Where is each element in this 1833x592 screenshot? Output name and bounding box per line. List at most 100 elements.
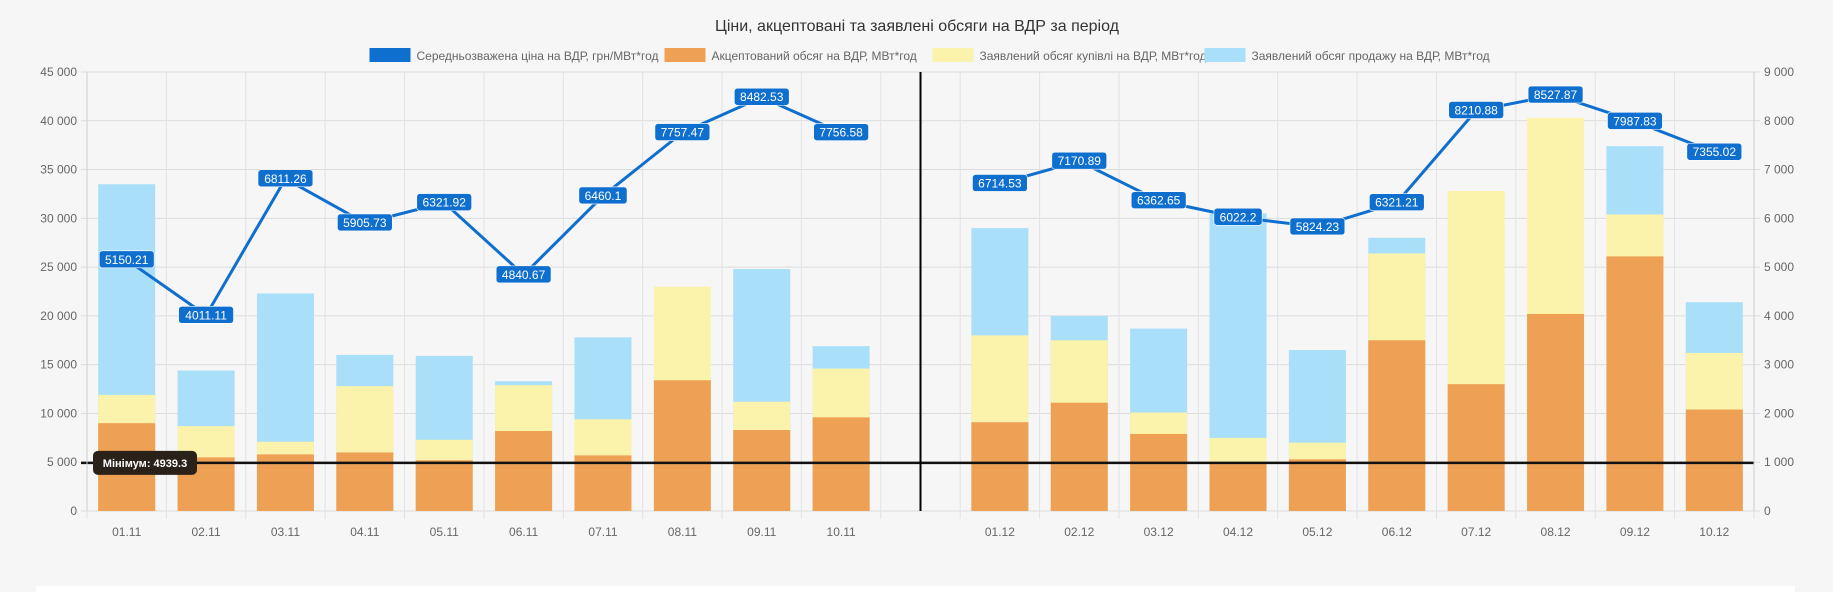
right-axis-tick-label: 9 000 — [1764, 65, 1794, 79]
x-axis-tick-label: 03.12 — [1144, 525, 1174, 539]
price-point-label: 5150.21 — [105, 253, 149, 267]
price-point-label: 7170.89 — [1058, 154, 1102, 168]
right-axis-tick-label: 3 000 — [1764, 358, 1794, 372]
left-axis-tick-label: 25 000 — [40, 260, 77, 274]
price-point-label: 7987.83 — [1613, 114, 1657, 128]
bar-accepted — [1288, 459, 1346, 511]
price-point-label: 4011.11 — [185, 308, 227, 322]
bar-accepted — [1447, 384, 1505, 511]
x-axis-tick-label: 07.11 — [588, 525, 617, 539]
bar-accepted — [733, 430, 791, 511]
price-point-label-box — [813, 123, 869, 141]
x-axis-tick-label: 02.11 — [192, 525, 221, 539]
x-axis-tick-label: 01.12 — [985, 525, 1015, 539]
right-axis-tick-label: 4 000 — [1764, 309, 1794, 323]
price-point-label-box — [733, 87, 790, 106]
price-point-label: 6714.53 — [978, 176, 1022, 190]
left-axis-tick-label: 5 000 — [47, 455, 77, 469]
left-axis-tick-label: 15 000 — [40, 358, 77, 372]
right-axis-tick-label: 5 000 — [1764, 260, 1794, 274]
price-point-label-box — [1051, 151, 1108, 170]
x-axis-tick-label: 06.12 — [1382, 525, 1412, 539]
price-point-label: 7756.58 — [819, 126, 863, 140]
chart-title: Ціни, акцептовані та заявлені обсяги на … — [715, 18, 1120, 35]
bottom-panel — [36, 586, 1795, 592]
price-point-label: 8210.88 — [1454, 103, 1498, 117]
left-axis-tick-label: 35 000 — [40, 163, 77, 177]
price-point-label: 7355.02 — [1693, 145, 1737, 159]
price-point-label-box — [495, 265, 552, 284]
bar-accepted — [1527, 313, 1585, 511]
bar-accepted — [1685, 409, 1743, 511]
x-axis-tick-label: 04.11 — [350, 525, 379, 539]
bar-accepted — [495, 431, 553, 511]
left-axis-tick-label: 30 000 — [40, 211, 77, 225]
bar-accepted — [812, 417, 870, 511]
price-point-label-box — [98, 250, 155, 269]
price-point-label: 5824.23 — [1296, 220, 1340, 234]
legend-item-label: Середньозважена ціна на ВДР, грн/МВт*год — [417, 49, 659, 63]
price-line-segment — [125, 95, 842, 318]
bar-accepted — [971, 422, 1029, 511]
legend-item-label: Заявлений обсяг купівлі на ВДР, МВт*год — [980, 49, 1207, 63]
x-axis-tick-label: 04.12 — [1223, 525, 1253, 539]
bar-accepted — [653, 380, 711, 511]
axes: 0 5 000 10 000 15 000 20 000 25 000 30 000 35 0… — [40, 65, 1794, 539]
x-axis-tick-label: 06.11 — [509, 525, 538, 539]
price-point-label-box — [578, 186, 628, 205]
price-point-label: 4840.67 — [502, 268, 546, 282]
price-line: 5150.21 4011.11 6811.26 5905.73 6321.92 4840.… — [98, 85, 1743, 324]
left-axis-tick-label: 40 000 — [40, 114, 77, 128]
price-point-label: 6321.92 — [423, 196, 467, 210]
x-axis-tick-label: 09.12 — [1620, 525, 1650, 539]
left-axis-tick-label: 20 000 — [40, 309, 77, 323]
price-point-label-box — [178, 306, 234, 324]
legend-item-label: Акцептований обсяг на ВДР, МВт*год — [712, 49, 917, 63]
x-axis-tick-label: 08.11 — [668, 525, 697, 539]
bar-accepted — [1606, 256, 1664, 511]
price-line-segment — [999, 93, 1715, 229]
bar-accepted — [415, 460, 473, 511]
price-point-label-box — [972, 174, 1028, 192]
price-point-label-box — [654, 123, 711, 141]
legend-item-label: Заявлений обсяг продажу на ВДР, МВт*год — [1252, 49, 1490, 63]
price-point-label-box — [337, 213, 393, 232]
bar-accepted — [1130, 433, 1188, 511]
price-point-label: 6362.65 — [1137, 194, 1181, 208]
legend-swatch — [369, 48, 411, 62]
x-axis-tick-label: 10.12 — [1699, 525, 1729, 539]
price-point-label: 6460.1 — [585, 189, 622, 203]
price-point-label: 6321.21 — [1375, 196, 1419, 210]
minimum-label-box — [93, 450, 197, 475]
left-axis-tick-label: 0 — [70, 504, 77, 518]
price-point-label: 7757.47 — [661, 126, 705, 140]
bar-accepted — [1209, 462, 1267, 511]
price-point-label: 8527.87 — [1534, 88, 1578, 102]
right-axis-tick-label: 0 — [1764, 504, 1771, 518]
legend-swatch — [664, 48, 706, 62]
x-axis-tick-label: 09.11 — [747, 525, 776, 539]
x-axis-tick-label: 05.11 — [430, 525, 459, 539]
left-axis-tick-label: 45 000 — [40, 65, 77, 79]
price-point-label-box — [1289, 217, 1346, 236]
legend-swatch — [932, 48, 974, 62]
annotations: Мінімум: 4939.3 — [81, 450, 1754, 475]
price-point-label: 5905.73 — [343, 216, 387, 230]
bar-accepted — [1050, 402, 1108, 511]
price-point-label-box — [1527, 85, 1584, 104]
right-axis-tick-label: 1 000 — [1764, 455, 1794, 469]
x-axis-tick-label: 03.11 — [271, 525, 300, 539]
x-axis-tick-label: 08.12 — [1541, 525, 1571, 539]
x-axis-tick-label: 07.12 — [1461, 525, 1491, 539]
price-point-label: 6022.2 — [1220, 210, 1257, 224]
price-point-label-box — [416, 193, 472, 211]
price-point-label-box — [257, 169, 314, 188]
left-axis-tick-label: 10 000 — [40, 406, 77, 420]
price-point-label-box — [1130, 191, 1187, 209]
x-axis-tick-label: 10.11 — [827, 525, 856, 539]
legend: Середньозважена ціна на ВДР, грн/МВт*год… — [369, 48, 1490, 63]
bar-accepted — [1368, 340, 1426, 511]
legend-swatch — [1204, 48, 1246, 62]
minimum-label: Мінімум: 4939.3 — [103, 458, 187, 470]
